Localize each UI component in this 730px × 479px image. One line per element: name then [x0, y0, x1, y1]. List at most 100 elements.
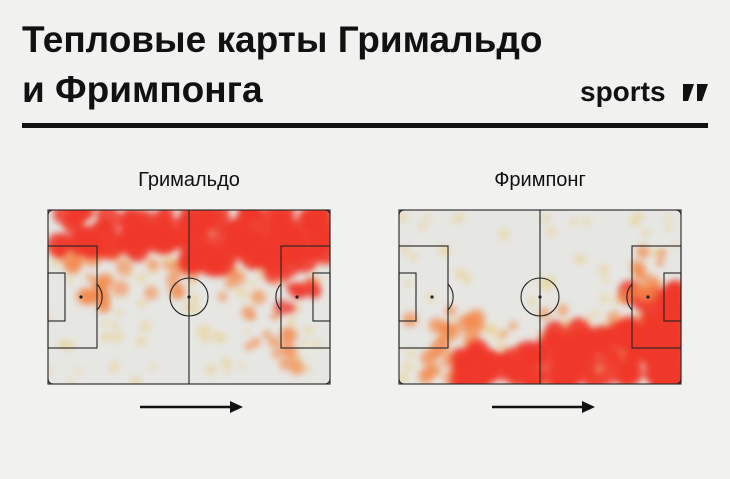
heat-blob	[527, 297, 538, 307]
heat-blob	[508, 367, 522, 381]
heat-blob	[199, 331, 211, 344]
heat-blob	[224, 368, 231, 375]
heat-blob	[470, 344, 484, 357]
heat-blob	[246, 294, 253, 301]
heat-blob	[146, 258, 159, 271]
heat-blob	[305, 277, 315, 288]
heat-blob	[129, 376, 142, 384]
heat-blob	[48, 314, 53, 322]
panel-label: Гримальдо	[138, 169, 240, 191]
heat-blob	[619, 315, 641, 338]
heat-blob	[112, 280, 129, 297]
heat-blob	[281, 327, 298, 344]
pitch-line	[520, 277, 560, 317]
heat-blob	[453, 350, 469, 366]
heat-blob	[663, 213, 671, 221]
heatmap-pitch	[47, 209, 331, 385]
heat-blob	[268, 246, 280, 258]
heat-blob	[100, 319, 108, 327]
pitch-line	[663, 272, 682, 322]
pitch-line	[312, 272, 331, 322]
direction-arrow	[492, 401, 595, 413]
brand-logo: sports	[580, 76, 666, 107]
panel-label: Фримпонг	[494, 169, 586, 191]
heat-blob	[426, 362, 442, 378]
pitch-line	[47, 209, 54, 216]
heat-blob	[479, 362, 501, 384]
heat-blob	[119, 234, 136, 251]
pitch-line	[169, 277, 209, 317]
pitch-spot	[538, 295, 542, 299]
heat-blob	[238, 363, 246, 370]
pitch-line	[47, 378, 54, 385]
heat-blob	[66, 380, 74, 384]
heat-blob	[135, 336, 147, 347]
heat-blob	[235, 286, 247, 298]
heat-blob	[288, 359, 305, 376]
heat-blob	[655, 258, 665, 267]
heat-blob	[574, 253, 587, 265]
heat-blob	[96, 301, 109, 314]
heat-blob	[662, 285, 678, 302]
heat-blob	[593, 309, 601, 317]
heat-blob	[633, 268, 647, 281]
heat-blob	[224, 276, 238, 290]
heat-blob	[50, 257, 60, 267]
heat-blob	[153, 228, 174, 250]
heat-blob	[188, 293, 199, 304]
pitch-spot	[430, 295, 434, 299]
heat-blob	[399, 372, 409, 384]
heat-blob	[300, 339, 308, 348]
heat-blob	[190, 303, 200, 313]
heat-blob	[640, 310, 657, 326]
direction-arrow	[140, 401, 243, 413]
heat-blob	[278, 358, 291, 370]
heat-blob	[636, 333, 662, 359]
heat-blob	[657, 248, 667, 258]
heat-blob	[51, 243, 68, 260]
heat-blob	[248, 280, 257, 288]
heat-blob	[431, 337, 451, 356]
heat-blob	[441, 322, 460, 341]
pitch-spot	[295, 295, 299, 299]
heat-blob	[454, 267, 466, 280]
heat-blob	[418, 222, 428, 232]
heat-blob	[405, 279, 413, 288]
divider	[22, 123, 708, 128]
heat-blob	[217, 291, 228, 302]
heat-blob	[630, 260, 640, 269]
heat-blob	[556, 341, 583, 368]
heat-blob	[115, 259, 133, 276]
heat-blob	[420, 350, 436, 366]
heat-blob	[400, 245, 410, 254]
heat-blob	[538, 307, 551, 320]
heat-blob	[438, 244, 450, 256]
pitch-line	[398, 272, 417, 322]
heat-blob	[64, 210, 84, 229]
heat-blob	[308, 247, 321, 260]
heat-blob	[110, 321, 119, 330]
heat-blob	[161, 260, 171, 270]
heat-blob	[501, 351, 517, 367]
heat-blob	[286, 316, 297, 327]
heat-blob	[499, 329, 509, 339]
heat-blob	[271, 348, 282, 359]
pitch-line	[675, 378, 682, 385]
heat-blob	[517, 358, 532, 373]
heat-blob	[636, 245, 650, 259]
title-line: и Фримпонга	[22, 69, 263, 110]
heat-blob	[273, 299, 290, 316]
heat-blob	[428, 317, 444, 333]
heat-blob	[187, 280, 196, 288]
heat-blob	[403, 361, 414, 372]
pitch-spot	[187, 295, 191, 299]
heat-blob	[61, 252, 81, 272]
heat-blob	[239, 229, 263, 254]
title-line: Тепловые карты Гримальдо	[22, 19, 542, 60]
heat-blob	[85, 273, 95, 282]
heat-blob	[617, 290, 631, 304]
brand-mark	[683, 84, 708, 101]
heat-blob	[584, 313, 594, 322]
pitch-line	[324, 209, 331, 216]
heat-blob	[111, 360, 119, 369]
